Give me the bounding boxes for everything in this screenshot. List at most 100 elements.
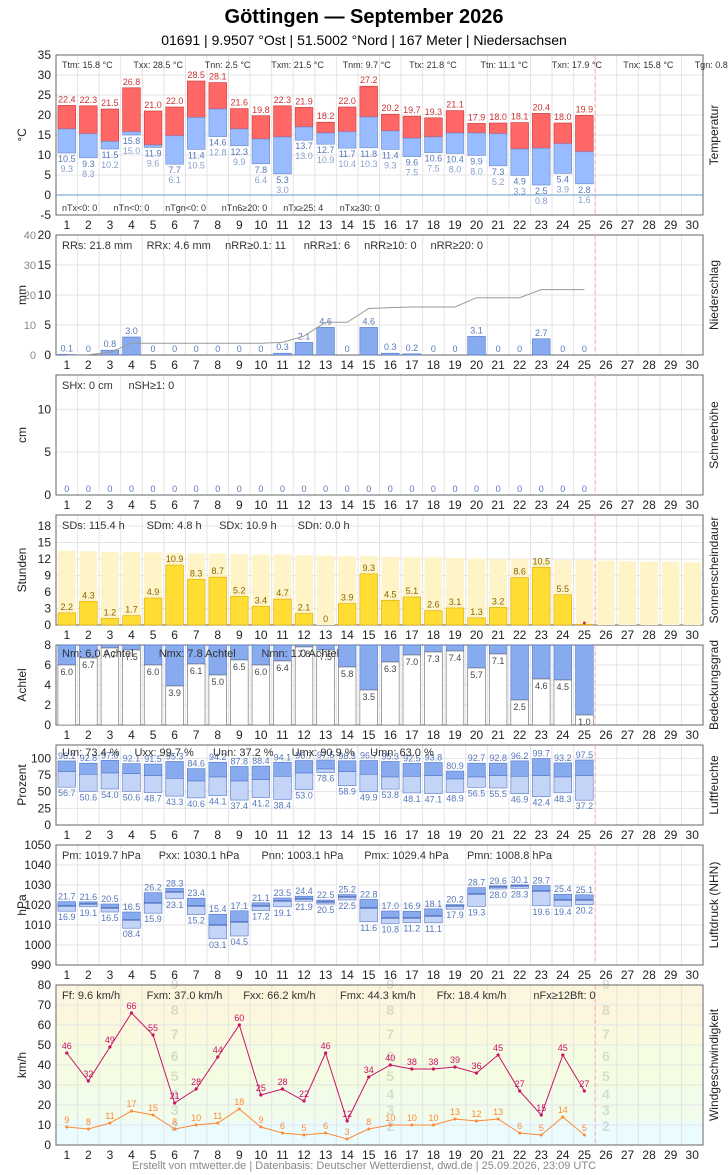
temperature-ground-label: 10.5 [187,160,205,170]
pressure-lower-bar [424,915,443,924]
wind-gust-point [410,1067,414,1071]
wind-beaufort-number: 9 [602,976,610,992]
precipitation-side-label: Niederschlag [707,260,721,330]
humidity-stat: Umx: 90.9 % [292,747,355,759]
pressure-upper-bar [532,885,551,892]
cloud-clear-bar [122,649,141,726]
humidity-xtick-label: 3 [107,828,114,842]
humidity-min-label: 44.1 [209,797,227,807]
humidity-max-label: 92.8 [489,753,507,763]
temperature-min-label: 9.9 [470,156,483,166]
pressure-lower-bar [251,905,271,911]
wind-mean-point [194,1123,198,1127]
humidity-min-label: 50.6 [80,792,98,802]
wind-ytick-label: 50 [38,1038,52,1052]
precipitation-xtick-label: 21 [491,358,505,372]
sunshine-possible-bar [661,561,680,625]
humidity-xtick-label: 15 [362,828,376,842]
pressure-upper-bar [402,910,421,919]
cloud-xtick-label: 29 [664,728,678,742]
humidity-lower-bar [100,772,120,790]
wind-ytick-label: 60 [38,1018,52,1032]
sunshine-label: 9.3 [362,563,375,573]
temperature-plot-border [55,54,704,216]
temperature-ground-label: 9.3 [384,160,397,170]
humidity-min-label: 48.3 [554,794,572,804]
wind-mean-point [431,1123,435,1127]
snow-label: 0 [237,484,242,494]
temperature-ytick-label: 20 [38,108,52,122]
sunshine-label: 0 [323,614,328,624]
pressure-xtick-label: 2 [85,968,92,982]
temperature-max-bar [100,108,120,142]
humidity-lower-bar [553,776,572,794]
humidity-max-label: 92.1 [123,754,141,764]
humidity-upper-bar [532,758,551,776]
humidity-upper-bar [575,759,594,776]
temperature-ground-label: 7.5 [406,168,419,178]
precipitation-label: 0.2 [406,343,419,353]
sunshine-ytick-label: 6 [44,585,51,599]
wind-xtick-label: 4 [128,1148,135,1160]
pressure-min-label: 11.2 [403,924,420,934]
precipitation-left-tick-label: 10 [24,320,36,332]
temperature-max-label: 21.1 [446,100,464,110]
pressure-xtick-label: 14 [340,968,354,982]
temperature-min-bar [57,128,76,154]
pressure-max-label: 21.6 [80,892,98,902]
humidity-xtick-label: 24 [556,828,570,842]
snow-xtick-label: 8 [214,498,221,512]
cloud-xtick-label: 2 [85,728,92,742]
humidity-upper-bar [445,770,465,780]
precipitation-label: 0.3 [384,342,397,352]
pressure-xtick-label: 4 [128,968,135,982]
cloud-bar [488,644,508,655]
precipitation-xtick-label: 12 [297,358,311,372]
cloud-xtick-label: 27 [621,728,635,742]
cloud-xtick-label: 11 [276,728,289,742]
cloud-clear-bar [143,664,163,726]
pressure-lower-bar [402,917,421,923]
wind-xtick-label: 30 [686,1148,700,1160]
wind-xtick-label: 27 [621,1148,635,1160]
pressure-min-label: 11.1 [425,924,442,934]
sunshine-xtick-label: 3 [107,628,114,642]
temperature-min-label: 9.6 [406,158,419,168]
wind-mean-label: 9 [258,1115,263,1125]
sunshine-label: 1.7 [125,605,138,615]
humidity-upper-bar [316,759,335,770]
sunshine-bar [187,579,206,626]
humidity-upper-bar [251,765,271,780]
cloud-xtick-label: 19 [448,728,462,742]
humidity-upper-bar [57,760,76,772]
temperature-ytick-label: 0 [44,188,51,202]
snow-label: 0 [560,484,565,494]
wind-mean-label: 13 [450,1107,460,1117]
wind-beaufort-number: 4 [171,1086,179,1102]
wind-beaufort-number: 5 [602,1068,610,1084]
wind-gust-label: 45 [493,1043,503,1053]
pressure-min-label: 22.5 [338,901,356,911]
precipitation-bar [122,336,141,356]
precipitation-stat: nRR≥1: 6 [304,240,350,252]
snow-xtick-label: 2 [85,498,92,512]
cloud-stat: Nm: 6.0 Achtel [62,648,134,660]
sunshine-possible-bar [295,555,313,625]
sunshine-stat: SDn: 0.0 h [298,520,350,532]
humidity-xtick-label: 21 [491,828,505,842]
wind-gust-label: 44 [213,1045,223,1055]
humidity-max-label: 92.5 [403,753,421,763]
wind-gust-point [237,1023,241,1027]
temperature-xtick-label: 3 [107,218,114,232]
pressure-stat: Pnn: 1003.1 hPa [261,850,344,862]
cloud-xtick-label: 4 [128,728,135,742]
cloud-bar [445,644,465,652]
humidity-lower-bar [294,772,314,790]
sunshine-label: 3.2 [492,596,505,606]
pressure-min-label: 08.4 [123,929,141,939]
pressure-upper-bar [553,893,572,901]
sunshine-xtick-label: 6 [171,628,178,642]
temperature-xtick-label: 14 [340,218,354,232]
wind-xtick-label: 1 [63,1148,70,1160]
wind-mean-point [129,1109,133,1113]
